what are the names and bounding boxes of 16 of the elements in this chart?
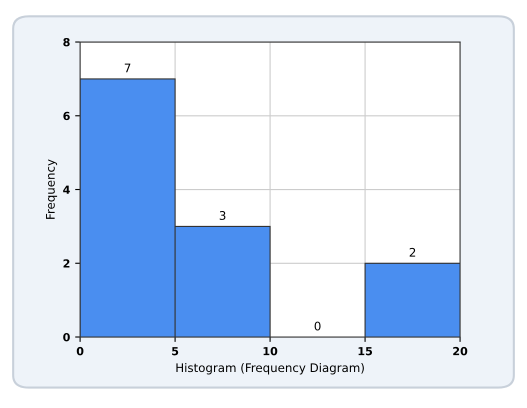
y-tick-label: 8 bbox=[63, 38, 70, 46]
x-axis-title: Histogram (Frequency Diagram) bbox=[176, 363, 364, 374]
y-tick-label: 6 bbox=[63, 112, 70, 120]
x-tick-label: 0 bbox=[76, 346, 84, 356]
data-label: 7 bbox=[124, 64, 130, 72]
x-tick-label: 10 bbox=[264, 346, 278, 356]
data-label: 3 bbox=[220, 211, 226, 220]
y-tick-label: 2 bbox=[64, 259, 70, 268]
y-tick-label: 0 bbox=[63, 332, 70, 342]
y-tick-label: 4 bbox=[63, 186, 70, 194]
y-axis-title: Frequency bbox=[46, 159, 58, 219]
x-tick-label: 20 bbox=[453, 346, 468, 356]
x-tick-label: 5 bbox=[172, 347, 178, 356]
data-label: 0 bbox=[314, 322, 321, 331]
x-tick-label: 15 bbox=[358, 347, 372, 356]
data-label: 2 bbox=[410, 248, 416, 257]
